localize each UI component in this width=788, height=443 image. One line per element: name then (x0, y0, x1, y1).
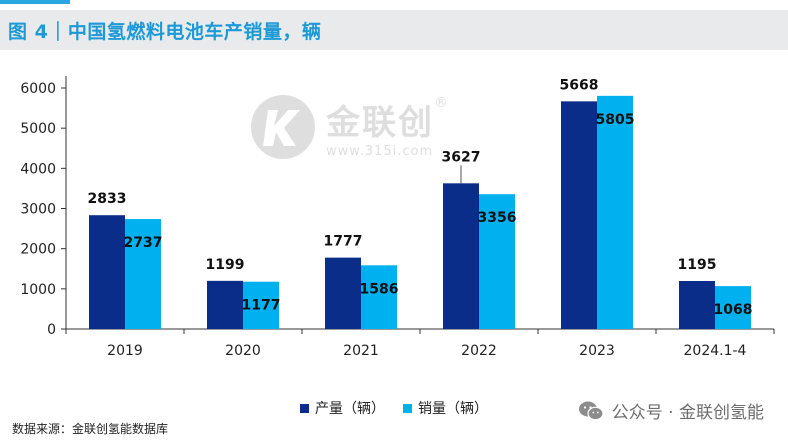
x-tick-label: 2021 (343, 343, 379, 359)
bar-sales (361, 265, 397, 329)
bar-production (325, 257, 361, 329)
data-source: 数据来源：金联创氢能数据库 (12, 422, 169, 436)
bar-sales (479, 194, 515, 329)
data-label-sales: 1177 (242, 298, 281, 314)
data-label-sales: 1068 (714, 302, 753, 318)
legend-label-sales: 销量（辆） (418, 401, 488, 417)
data-label-sales: 3356 (478, 210, 517, 226)
x-tick-label: 2019 (107, 343, 143, 359)
data-label-sales: 1586 (360, 281, 399, 297)
bar-sales (597, 95, 633, 329)
y-tick-label: 2000 (20, 242, 56, 258)
bar-sales (715, 286, 751, 329)
data-label-sales: 2737 (124, 235, 163, 251)
data-label-production: 2833 (88, 191, 127, 207)
bar-production (679, 281, 715, 329)
bar-production (561, 101, 597, 330)
title-accent-bar (0, 0, 70, 4)
legend-label-production: 产量（辆） (315, 401, 385, 417)
data-label-production: 1777 (324, 234, 363, 250)
data-label-production: 1195 (678, 257, 717, 273)
legend-swatch-sales (403, 403, 412, 413)
y-tick-label: 3000 (20, 202, 56, 218)
y-tick-label: 0 (47, 322, 56, 338)
bar-chart: 0 1000 2000 3000 4000 5000 6000 2019 2833 2737 202… (20, 76, 775, 359)
legend-swatch-production (300, 403, 309, 413)
chart-title: 图 4｜中国氢燃料电池车产销量，辆 (8, 20, 322, 43)
y-tick-label: 5000 (20, 121, 56, 137)
data-label-production: 3627 (442, 149, 481, 165)
chart-legend: 产量（辆） 销量（辆） (300, 398, 488, 418)
x-tick-label: 2022 (461, 343, 497, 359)
bar-sales (243, 281, 279, 329)
y-tick-label: 1000 (20, 282, 56, 298)
title-bar: 图 4｜中国氢燃料电池车产销量，辆 (0, 10, 788, 50)
bar-production (207, 280, 243, 329)
y-tick-label: 4000 (20, 161, 56, 177)
x-tick-label: 2024.1-4 (684, 343, 747, 359)
legend-item-production: 产量（辆） (300, 398, 385, 418)
data-label-production: 5668 (560, 77, 599, 93)
wechat-account: 公众号 · 金联创氢能 (578, 398, 764, 423)
x-tick-label: 2023 (579, 343, 615, 359)
wechat-icon (578, 401, 604, 420)
bar-production (89, 215, 125, 329)
wechat-account-name: 公众号 · 金联创氢能 (611, 403, 764, 423)
legend-item-sales: 销量（辆） (403, 398, 488, 418)
y-tick-label: 6000 (20, 81, 56, 97)
bar-sales (125, 219, 161, 329)
data-label-production: 1199 (206, 257, 245, 273)
x-tick-label: 2020 (225, 343, 261, 359)
bar-production (443, 183, 479, 329)
data-label-sales: 5805 (596, 112, 635, 128)
